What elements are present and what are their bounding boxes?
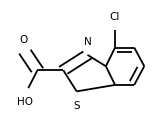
- Text: N: N: [84, 37, 91, 47]
- Text: HO: HO: [17, 96, 33, 106]
- Text: S: S: [73, 100, 80, 110]
- Text: Cl: Cl: [110, 12, 120, 22]
- Text: O: O: [19, 34, 27, 44]
